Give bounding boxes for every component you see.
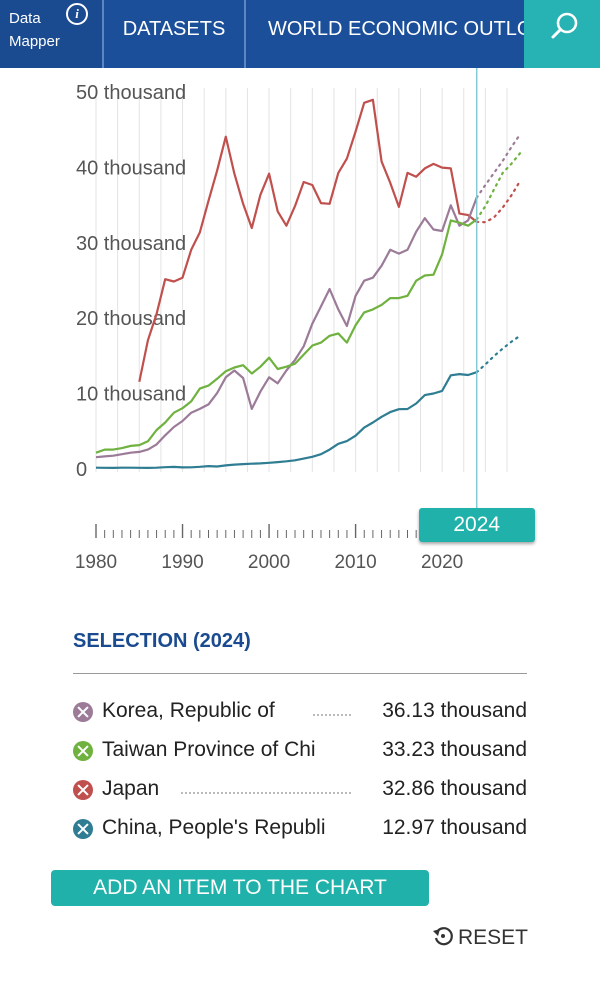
line-chart[interactable]: 0 10 thousand 20 thousand 30 thousand 40 tho… [0,68,600,588]
y-tick-label: 0 [76,459,87,481]
series-projection [475,152,522,221]
nav-datasets-button[interactable]: DATASETS [104,0,246,68]
timeline-tick-label: 2020 [421,552,463,573]
brand-name: Data Mapper [9,10,60,50]
top-navigation-bar: Data Mapper i DATASETS WORLD ECONOMIC OU… [0,0,600,68]
selection-item-label: China, People's Republi [102,816,326,839]
leader-dots [313,714,351,716]
selection-item-label: Taiwan Province of Chi [102,738,316,761]
selection-item-label: Japan [102,777,160,800]
chart-series [95,98,522,469]
selection-item-value: 12.97 thousand [382,816,527,839]
selection-item-label: Korea, Republic of [102,699,275,722]
selected-year-badge[interactable]: 2024 [418,508,535,542]
selection-item-value: 33.23 thousand [382,738,527,761]
leader-dots [181,792,351,794]
search-icon [551,12,578,39]
selection-item-korea[interactable]: Korea, Republic of 36.13 thousand [73,697,527,736]
series-projection [475,180,522,224]
y-tick-label: 10 thousand [76,384,186,406]
reset-button[interactable]: RESET [432,925,528,950]
remove-icon[interactable] [73,741,93,761]
info-icon[interactable]: i [66,3,88,25]
selection-item-taiwan[interactable]: Taiwan Province of Chi 33.23 thousand [73,736,527,775]
y-tick-label: 30 thousand [76,233,186,255]
y-axis-ticks: 0 10 thousand 20 thousand 30 thousand 40 tho… [76,82,186,481]
timeline-tick-label: 2000 [248,552,290,573]
selection-item-value: 32.86 thousand [382,777,527,800]
y-tick-label: 40 thousand [76,157,186,179]
series-line [138,98,478,383]
timeline-tick-label: 2010 [334,552,376,573]
selection-list: Korea, Republic of 36.13 thousand Taiwan… [73,697,527,853]
reset-label: RESET [458,926,529,949]
timeline-tick-label: 1980 [75,552,117,573]
selection-item-japan[interactable]: Japan 32.86 thousand [73,775,527,814]
search-button[interactable] [524,0,600,68]
selection-title: SELECTION (2024) [73,630,251,652]
series-line [95,218,478,454]
timeline-axis[interactable]: 1980 1990 2000 2010 2020 [75,524,478,573]
chart-grid [95,88,508,472]
series-line [95,197,478,459]
series-projection [475,334,522,374]
remove-icon[interactable] [73,702,93,722]
y-tick-label: 50 thousand [76,82,186,104]
timeline-tick-label: 1990 [161,552,203,573]
remove-icon[interactable] [73,819,93,839]
selection-divider [73,673,527,674]
reset-icon [433,927,453,946]
series-line [95,371,478,469]
series-projection [475,133,522,199]
remove-icon[interactable] [73,780,93,800]
selection-item-china[interactable]: China, People's Republi 12.97 thousand [73,814,527,853]
selection-item-value: 36.13 thousand [382,699,527,722]
nav-dataset-title[interactable]: WORLD ECONOMIC OUTLOOK [268,18,524,40]
add-item-button[interactable]: ADD AN ITEM TO THE CHART [51,870,429,906]
brand-panel[interactable]: Data Mapper i [0,0,104,68]
y-tick-label: 20 thousand [76,308,186,330]
